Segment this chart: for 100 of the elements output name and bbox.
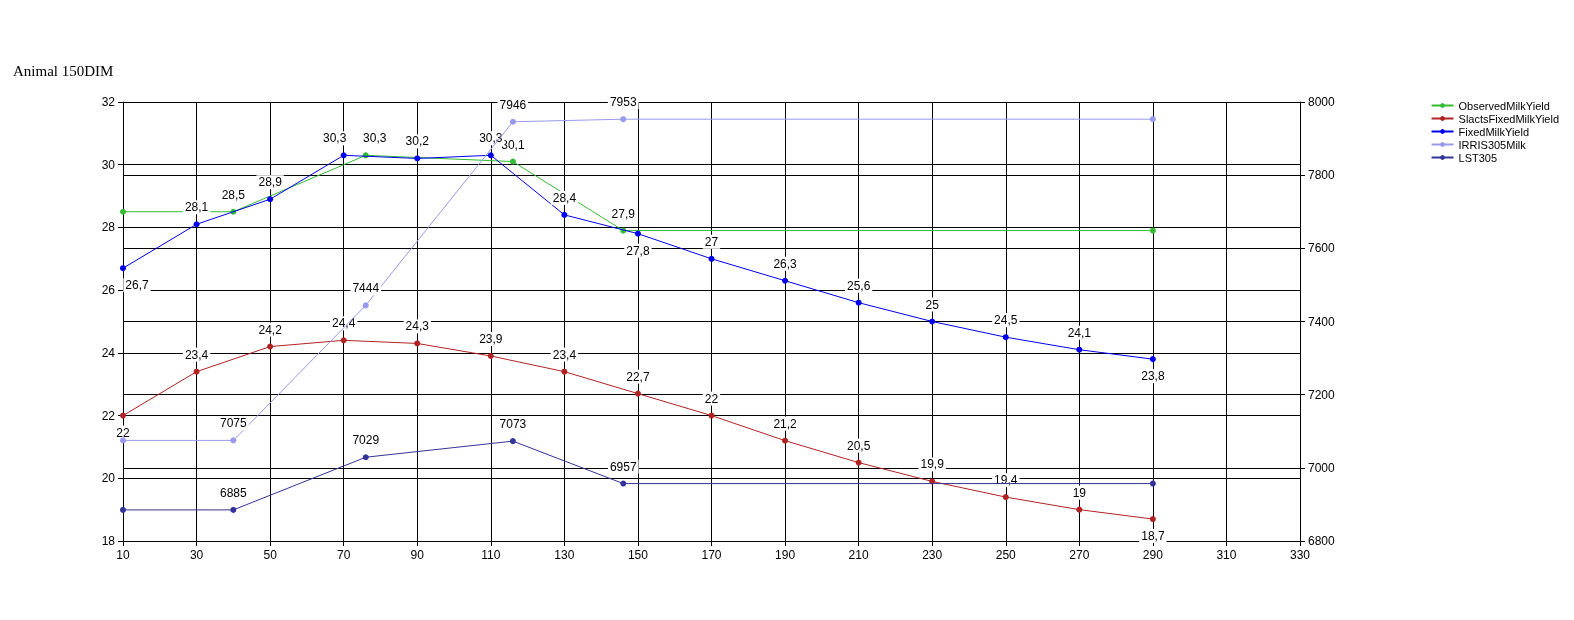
point: [1149, 227, 1156, 234]
point: [487, 152, 494, 159]
point: [362, 454, 369, 461]
point: [561, 368, 568, 375]
legend-label: ObservedMilkYield: [1458, 99, 1550, 112]
y2-tick-label: 7400: [1308, 314, 1336, 329]
point: [708, 255, 715, 262]
y-tick-label: 30: [101, 157, 116, 172]
data-label: 23,9: [479, 331, 503, 346]
point: [1076, 506, 1083, 513]
y-tick-label: 22: [101, 408, 116, 423]
data-label: 7073: [499, 417, 527, 432]
x-tick-label: 110: [481, 548, 501, 562]
point: [340, 152, 347, 159]
x-tick-label: 150: [627, 548, 649, 562]
point: [708, 412, 715, 419]
data-label: 23,4: [184, 347, 209, 362]
data-label: 28,5: [221, 187, 246, 202]
x-tick-label: 310: [1216, 548, 1237, 562]
x-tick-label: 290: [1142, 548, 1164, 562]
y-tick-label: 18: [101, 534, 116, 548]
point: [782, 277, 789, 284]
point: [620, 116, 627, 123]
point: [414, 155, 421, 162]
data-label: 19: [1072, 485, 1087, 500]
point: [620, 480, 627, 487]
point: [267, 343, 274, 350]
data-label: 6957: [609, 459, 637, 474]
point: [509, 158, 516, 165]
legend-label: LST305: [1458, 151, 1498, 164]
data-label: 7075: [219, 416, 248, 431]
point: [362, 302, 369, 309]
data-label: 24,3: [405, 319, 430, 334]
x-tick-label: 130: [554, 548, 575, 562]
point: [414, 340, 421, 347]
data-label: 26,3: [773, 256, 798, 271]
data-label: 27: [704, 234, 719, 249]
x-tick-label: 30: [189, 548, 204, 562]
data-label: 30,3: [323, 131, 347, 146]
point: [634, 230, 641, 237]
point: [120, 265, 126, 272]
y-tick-label: 28: [101, 220, 116, 235]
data-label: 22: [116, 425, 130, 440]
point: [855, 459, 862, 466]
x-tick-label: 170: [701, 548, 722, 562]
data-label: 23,8: [1141, 369, 1165, 384]
legend-label: FixedMilkYield: [1458, 125, 1530, 138]
data-label: 25: [925, 297, 940, 312]
point: [634, 390, 641, 397]
point: [340, 337, 347, 344]
point: [1149, 480, 1156, 487]
x-tick-label: 230: [922, 548, 943, 562]
data-label: 21,2: [773, 416, 798, 431]
data-label: 18,7: [1141, 529, 1165, 544]
point: [193, 368, 200, 375]
data-label: 30,2: [405, 134, 430, 149]
y2-tick-label: 6800: [1308, 534, 1336, 548]
point: [120, 208, 126, 215]
point: [855, 299, 862, 306]
data-label: 20,5: [846, 438, 871, 453]
point: [1002, 334, 1009, 341]
point: [1149, 116, 1156, 123]
x-tick-label: 70: [337, 548, 351, 562]
point: [1076, 346, 1083, 353]
y2-tick-label: 7200: [1308, 387, 1336, 402]
point: [509, 118, 516, 125]
data-label: 24,2: [258, 322, 283, 337]
y-tick-label: 26: [101, 283, 116, 298]
x-tick-label: 330: [1289, 548, 1311, 562]
y-tick-label: 32: [101, 95, 116, 109]
x-tick-label: 190: [775, 548, 796, 562]
point: [230, 506, 237, 513]
x-tick-label: 250: [995, 548, 1017, 562]
point: [267, 196, 274, 203]
x-tick-label: 90: [410, 548, 425, 562]
data-label: 23,4: [552, 347, 577, 362]
data-label: 22,7: [626, 369, 650, 384]
data-label: 30,3: [479, 131, 503, 146]
point: [1149, 356, 1156, 363]
point: [120, 506, 126, 513]
point: [230, 437, 237, 444]
data-label: 7029: [352, 433, 380, 448]
data-label: 22: [704, 391, 719, 406]
data-label: 6885: [219, 485, 248, 500]
point: [120, 437, 126, 444]
point: [929, 318, 936, 325]
y2-tick-label: 7000: [1308, 460, 1336, 475]
data-label: 7444: [352, 281, 380, 296]
point: [1002, 494, 1009, 501]
data-label: 24,1: [1067, 325, 1092, 340]
x-tick-label: 210: [848, 548, 869, 562]
legend-label: SlactsFixedMilkYield: [1458, 112, 1560, 125]
data-label: 7946: [499, 97, 527, 112]
data-label: 26,7: [125, 278, 149, 293]
legend-label: IRRIS305Milk: [1458, 138, 1527, 151]
data-label: 19,9: [920, 457, 945, 472]
point: [193, 221, 200, 228]
point: [487, 352, 494, 359]
data-label: 7953: [609, 95, 637, 110]
x-tick-label: 270: [1069, 548, 1090, 562]
